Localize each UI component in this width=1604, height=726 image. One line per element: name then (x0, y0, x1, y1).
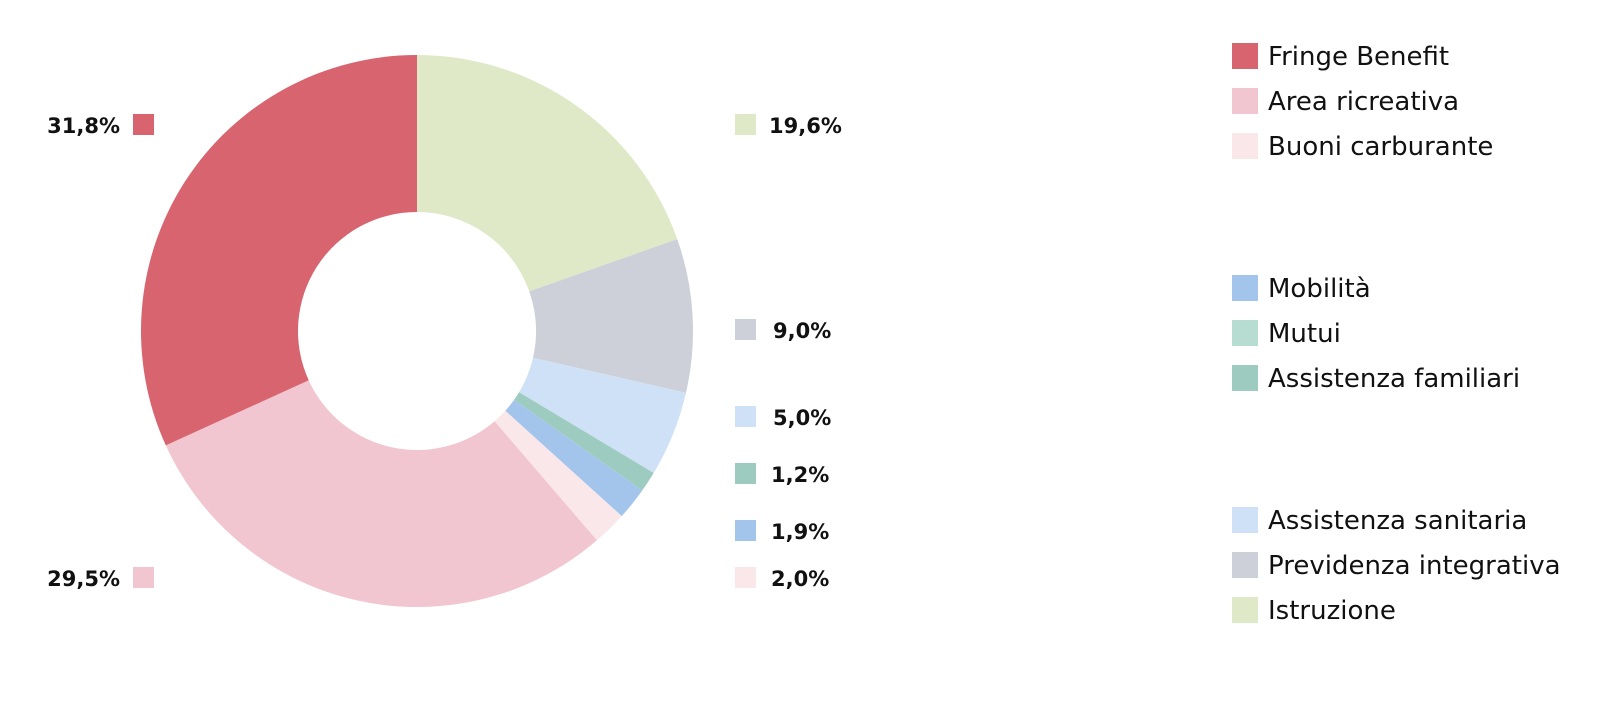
legend-label-previdenza-integrativa: Previdenza integrativa (1268, 551, 1561, 581)
slice-label-swatch-fringe-benefit (133, 114, 154, 135)
donut-slices (140, 55, 693, 607)
legend-label-fringe-benefit: Fringe Benefit (1268, 42, 1449, 72)
slice-labels: 19,6% 9,0% 5,0% 1,2% 1,9% 2,0% 29,5% 31,8% (47, 114, 842, 591)
legend-swatch-istruzione (1232, 597, 1258, 623)
data-label-assistenza-familiari: 1,2% (771, 463, 829, 487)
slice-istruzione (417, 55, 678, 292)
legend-label-buoni-carburante: Buoni carburante (1268, 132, 1493, 162)
legend-swatch-fringe-benefit (1232, 43, 1258, 69)
data-label-istruzione: 19,6% (769, 114, 842, 138)
data-label-area-ricreativa: 29,5% (47, 567, 120, 591)
slice-buoni-carburante (494, 410, 622, 541)
legend-label-mutui: Mutui (1268, 319, 1341, 349)
legend-label-assistenza-sanitaria: Assistenza sanitaria (1268, 506, 1527, 536)
slice-label-swatch-previdenza-integrativa (735, 319, 756, 340)
slice-assistenza-sanitaria (519, 357, 686, 473)
slice-mobilita (505, 399, 643, 517)
legend: Fringe Benefit Area ricreativa Buoni carbu… (1232, 42, 1561, 626)
slice-label-swatch-area-ricreativa (133, 567, 154, 588)
slice-label-swatch-buoni-carburante (735, 567, 756, 588)
legend-swatch-assistenza-familiari (1232, 365, 1258, 391)
slice-assistenza-familiari (514, 392, 654, 491)
legend-swatch-assistenza-sanitaria (1232, 507, 1258, 533)
legend-swatch-mobilita (1232, 275, 1258, 301)
slice-previdenza-integrativa (529, 239, 693, 393)
data-label-fringe-benefit: 31,8% (47, 114, 120, 138)
slice-label-swatch-istruzione (735, 114, 756, 135)
slice-fringe-benefit (140, 55, 417, 446)
data-label-buoni-carburante: 2,0% (771, 567, 829, 591)
legend-swatch-area-ricreativa (1232, 88, 1258, 114)
legend-label-istruzione: Istruzione (1268, 596, 1396, 626)
legend-label-mobilita: Mobilità (1268, 274, 1371, 304)
data-label-assistenza-sanitaria: 5,0% (773, 406, 831, 430)
legend-label-area-ricreativa: Area ricreativa (1268, 87, 1459, 117)
legend-label-assistenza-familiari: Assistenza familiari (1268, 364, 1520, 394)
legend-swatch-buoni-carburante (1232, 133, 1258, 159)
legend-swatch-mutui (1232, 320, 1258, 346)
slice-label-swatch-mobilita (735, 520, 756, 541)
slice-label-swatch-assistenza-sanitaria (735, 406, 756, 427)
slice-label-swatch-assistenza-familiari (735, 463, 756, 484)
data-label-mobilita: 1,9% (771, 520, 829, 544)
legend-swatch-previdenza-integrativa (1232, 552, 1258, 578)
slice-area-ricreativa (165, 380, 597, 607)
data-label-previdenza-integrativa: 9,0% (773, 319, 831, 343)
